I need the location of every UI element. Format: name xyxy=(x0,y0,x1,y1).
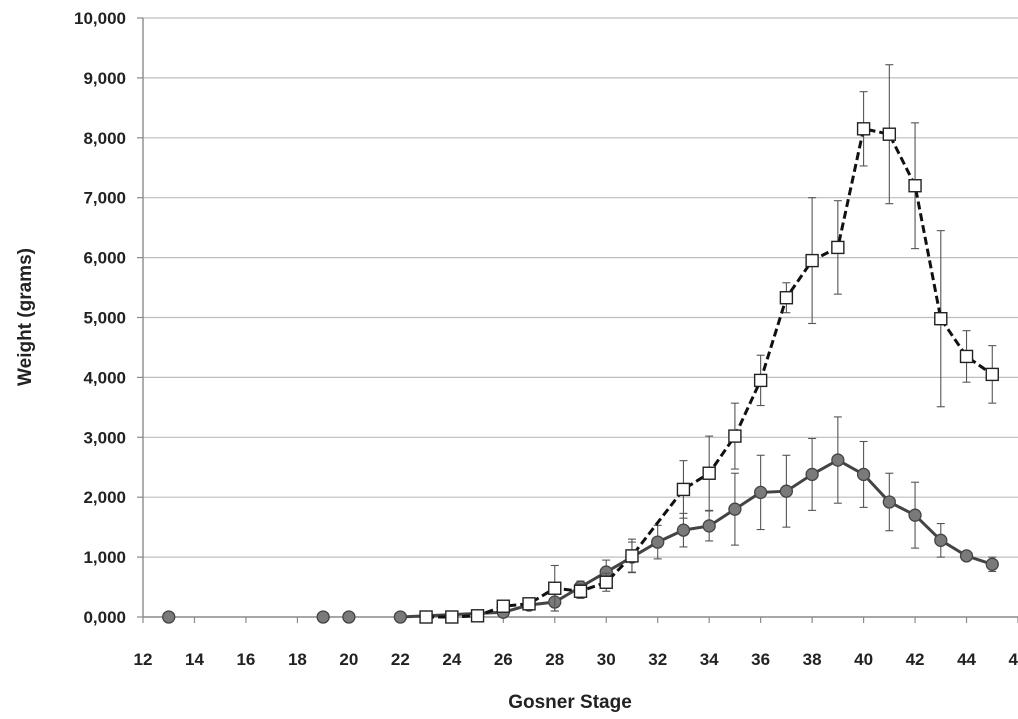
data-point xyxy=(522,597,536,611)
x-tick-label: 22 xyxy=(391,650,410,669)
x-tick-label: 24 xyxy=(442,650,461,669)
data-point xyxy=(985,367,999,382)
data-point xyxy=(728,429,742,443)
x-tick-label: 14 xyxy=(185,650,204,669)
gridlines xyxy=(143,17,1018,558)
data-point xyxy=(908,179,922,193)
data-point xyxy=(651,535,665,549)
data-point xyxy=(599,575,613,589)
data-point xyxy=(779,291,794,305)
data-point xyxy=(805,253,819,268)
y-tick-label: 6,000 xyxy=(83,249,126,268)
data-point xyxy=(676,523,691,537)
data-point xyxy=(959,549,974,563)
data-point xyxy=(985,557,999,571)
x-tick-label: 34 xyxy=(700,650,719,669)
data-point xyxy=(831,453,845,467)
y-tick-label: 7,000 xyxy=(83,189,126,208)
x-tick-label: 44 xyxy=(957,650,976,669)
x-tick-label: 30 xyxy=(597,650,616,669)
y-tick-label: 8,000 xyxy=(83,129,126,148)
data-point xyxy=(753,373,768,388)
y-tick-label: 2,000 xyxy=(83,488,126,507)
y-tick-label: 5,000 xyxy=(83,309,126,328)
x-tick-label: 36 xyxy=(751,650,770,669)
x-tick-label: 16 xyxy=(236,650,255,669)
x-tick-label: 46 xyxy=(1009,650,1018,669)
data-point xyxy=(959,349,974,364)
data-point xyxy=(393,610,408,624)
x-tick-label: 26 xyxy=(494,650,513,669)
x-tick-label: 42 xyxy=(906,650,925,669)
data-point xyxy=(316,610,330,624)
data-point xyxy=(445,610,459,624)
y-axis-title: Weight (grams) xyxy=(15,248,36,386)
data-point xyxy=(419,610,433,624)
data-point xyxy=(805,467,819,482)
data-point xyxy=(753,485,768,500)
data-point xyxy=(573,584,588,598)
series-line xyxy=(426,127,994,619)
data-point xyxy=(702,519,716,533)
data-point xyxy=(856,122,871,136)
data-point xyxy=(625,549,639,563)
y-tick-labels: 0,000 1,000 2,000 3,000 4,000 5,000 6,000 7,000… xyxy=(74,9,126,627)
data-point xyxy=(856,467,871,482)
data-point xyxy=(831,240,845,255)
data-point xyxy=(934,311,948,326)
data-point xyxy=(779,484,794,498)
x-tick-label: 20 xyxy=(339,650,358,669)
data-point xyxy=(908,508,922,522)
data-point xyxy=(728,502,742,516)
y-tick-label: 1,000 xyxy=(83,548,126,567)
data-point xyxy=(702,466,716,480)
series-squares xyxy=(419,64,999,624)
x-axis-title: Gosner Stage xyxy=(508,692,632,713)
y-tick-label: 9,000 xyxy=(83,69,126,88)
data-point xyxy=(676,482,691,497)
y-tick-label: 10,000 xyxy=(74,9,126,28)
y-tick-label: 3,000 xyxy=(83,428,126,447)
x-tick-label: 12 xyxy=(134,650,153,669)
data-point xyxy=(882,495,896,509)
data-point xyxy=(882,127,897,141)
x-tick-label: 40 xyxy=(854,650,873,669)
series xyxy=(162,64,999,624)
data-point xyxy=(470,609,485,623)
data-point xyxy=(496,599,510,613)
data-point xyxy=(934,533,948,547)
y-tick-label: 4,000 xyxy=(83,368,126,387)
x-tick-label: 28 xyxy=(545,650,564,669)
data-point xyxy=(342,610,356,624)
x-tick-label: 38 xyxy=(803,650,822,669)
data-point xyxy=(548,581,562,595)
axes xyxy=(137,17,1018,623)
x-tick-label: 32 xyxy=(648,650,667,669)
y-tick-label: 0,000 xyxy=(83,608,126,627)
x-tick-labels: 12 14 16 18 20 22 24 26 28 30 32 34 36 38 40 42 44 46 xyxy=(134,650,1018,669)
data-point xyxy=(162,610,176,624)
x-tick-label: 18 xyxy=(288,650,307,669)
series-line xyxy=(400,458,993,619)
